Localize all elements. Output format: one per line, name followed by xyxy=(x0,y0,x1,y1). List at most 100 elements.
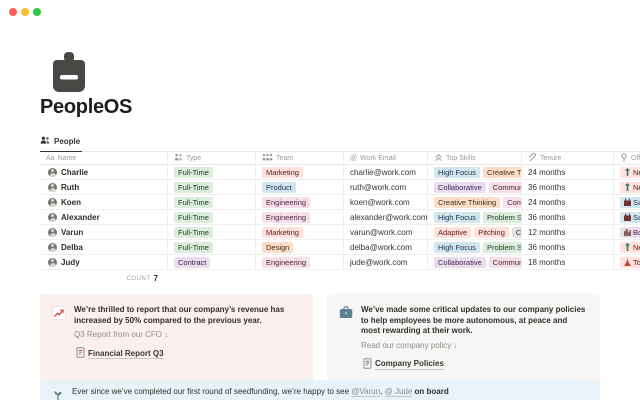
office-tag: New Y xyxy=(620,241,640,253)
skill-tag: Communicat xyxy=(488,181,521,193)
team-tag: Engineering xyxy=(262,256,311,268)
office-tag: Bost xyxy=(620,226,640,238)
tenure-value: 36 months xyxy=(522,180,614,194)
skill-tag: High Focus xyxy=(434,166,480,178)
work-email: alexander@work.com xyxy=(344,210,428,224)
page-link-financial-report[interactable]: Financial Report Q3 xyxy=(76,345,301,363)
callout-policies: We’ve made some critical updates to our … xyxy=(327,294,600,385)
office-tag: New Y xyxy=(620,181,640,193)
page-icon xyxy=(76,345,85,363)
column-header-name[interactable]: Aa Name xyxy=(40,152,168,164)
person-name: Alexander xyxy=(61,212,100,222)
avatar xyxy=(48,182,57,192)
zoom-button[interactable] xyxy=(33,8,41,16)
location-pin-icon xyxy=(620,152,628,164)
column-header-tenure[interactable]: Tenure xyxy=(522,152,614,164)
table-row[interactable]: Ruth Full-Time Product ruth@work.com Col… xyxy=(40,180,640,195)
office-tag: New Y xyxy=(620,166,640,178)
tenure-value: 24 months xyxy=(522,195,614,209)
type-tag: Full-Time xyxy=(174,166,213,178)
team-tag: Engineering xyxy=(262,196,311,208)
page-link-company-policies[interactable]: Company Policies xyxy=(363,356,588,374)
table-row[interactable]: Varun Full-Time Marketing varun@work.com… xyxy=(40,225,640,240)
person-name: Judy xyxy=(61,257,80,267)
count-row[interactable]: COUNT 7 xyxy=(40,270,168,283)
skill-tag: High Focus xyxy=(434,241,480,253)
column-header-skills[interactable]: Top Skills xyxy=(428,152,522,164)
type-tag: Full-Time xyxy=(174,211,213,223)
type-tag: Full-Time xyxy=(174,181,213,193)
table-row[interactable]: Charlie Full-Time Marketing charlie@work… xyxy=(40,165,640,180)
team-icon xyxy=(262,153,273,163)
people-table: Aa Name Type Team @ Work Email xyxy=(40,152,640,283)
type-tag: Full-Time xyxy=(174,226,213,238)
skill-tag: Communicat xyxy=(488,256,521,268)
briefcase-icon xyxy=(339,306,353,324)
work-email: koen@work.com xyxy=(344,195,428,209)
table-row[interactable]: Delba Full-Time Design delba@work.com Hi… xyxy=(40,240,640,255)
table-row[interactable]: Koen Full-Time Engineering koen@work.com… xyxy=(40,195,640,210)
skill-tag: Creative Thinking xyxy=(434,196,501,208)
avatar xyxy=(48,167,57,177)
person-name: Koen xyxy=(61,197,81,207)
work-email: delba@work.com xyxy=(344,240,428,254)
work-email: varun@work.com xyxy=(344,225,428,239)
skill-tag: High Focus xyxy=(434,211,480,223)
table-row[interactable]: Judy Contract Engineering jude@work.com … xyxy=(40,255,640,270)
callout-subtext: Read our company policy ↓ xyxy=(361,340,458,350)
mention-jude[interactable]: @ Jude xyxy=(384,387,413,397)
golden-gate-bridge-icon xyxy=(624,198,631,206)
avatar xyxy=(48,257,57,267)
person-name: Ruth xyxy=(61,182,80,192)
seedling-icon xyxy=(52,388,64,400)
mention-varun[interactable]: @Varun xyxy=(351,387,381,397)
team-tag: Design xyxy=(262,241,294,253)
office-tag: San F xyxy=(620,211,640,223)
tenure-value: 24 months xyxy=(522,165,614,179)
skill-tag: Contr xyxy=(511,226,521,238)
skill-tag: Pitching xyxy=(474,226,509,238)
statue-of-liberty-icon xyxy=(624,243,631,251)
statue-of-liberty-icon xyxy=(624,168,631,176)
multi-select-icon xyxy=(434,153,443,164)
tab-people[interactable]: People xyxy=(40,134,83,152)
skill-tag: Collaborative xyxy=(434,181,486,193)
backpack-icon[interactable] xyxy=(52,52,86,97)
column-header-type[interactable]: Type xyxy=(168,152,256,164)
type-tag: Full-Time xyxy=(174,241,213,253)
person-name: Varun xyxy=(61,227,84,237)
golden-gate-bridge-icon xyxy=(624,213,631,221)
type-tag: Full-Time xyxy=(174,196,213,208)
avatar xyxy=(48,227,57,237)
team-tag: Marketing xyxy=(262,166,303,178)
tenure-value: 18 months xyxy=(522,255,614,269)
clip-icon xyxy=(528,152,537,164)
team-tag: Engineering xyxy=(262,211,311,223)
view-tabbar: People xyxy=(40,134,640,152)
email-icon: @ xyxy=(350,154,358,162)
team-tag: Marketing xyxy=(262,226,303,238)
callout-seedfunding: Ever since we’ve completed our first rou… xyxy=(40,380,600,400)
column-header-office[interactable]: Office xyxy=(614,152,640,164)
column-header-email[interactable]: @ Work Email xyxy=(344,152,428,164)
skill-tag: Collaborative xyxy=(434,256,486,268)
callout-text: We’ve made some critical updates to our … xyxy=(361,305,586,335)
skill-tag: Problem Solve xyxy=(482,211,521,223)
office-tag: Tokyo xyxy=(620,256,640,268)
person-name: Delba xyxy=(61,242,83,252)
close-button[interactable] xyxy=(9,8,17,16)
people-icon xyxy=(40,136,50,146)
tenure-value: 12 months xyxy=(522,225,614,239)
person-icon xyxy=(174,153,183,163)
skill-tag: Adaptive xyxy=(434,226,472,238)
skill-tag: Problem Solve xyxy=(482,241,521,253)
column-header-team[interactable]: Team xyxy=(256,152,344,164)
count-value: 7 xyxy=(153,274,158,283)
callout-revenue: We’re thrilled to report that our compan… xyxy=(40,294,313,385)
page-icon xyxy=(363,356,372,374)
callout-text: Ever since we’ve completed our first rou… xyxy=(72,387,449,397)
tenure-value: 36 months xyxy=(522,240,614,254)
work-email: charlie@work.com xyxy=(344,165,428,179)
minimize-button[interactable] xyxy=(21,8,29,16)
table-row[interactable]: Alexander Full-Time Engineering alexande… xyxy=(40,210,640,225)
